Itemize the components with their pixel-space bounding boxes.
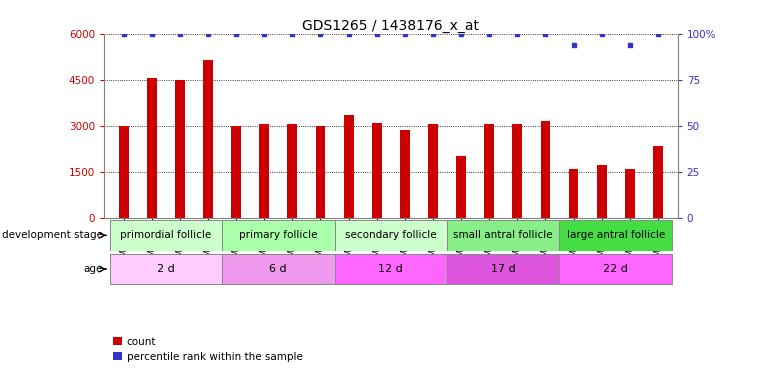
Bar bbox=[512, 124, 522, 218]
Text: 2 d: 2 d bbox=[157, 264, 175, 274]
Bar bbox=[334, 220, 447, 251]
Legend: count, percentile rank within the sample: count, percentile rank within the sample bbox=[109, 333, 307, 366]
Bar bbox=[316, 126, 326, 218]
Text: age: age bbox=[83, 264, 102, 274]
Bar bbox=[203, 60, 213, 217]
Bar bbox=[222, 254, 334, 284]
Text: 22 d: 22 d bbox=[604, 264, 628, 274]
Bar bbox=[231, 126, 241, 218]
Bar bbox=[653, 146, 663, 218]
Bar bbox=[428, 124, 438, 218]
Bar bbox=[484, 124, 494, 218]
Bar bbox=[109, 220, 222, 251]
Bar bbox=[222, 220, 334, 251]
Text: 12 d: 12 d bbox=[378, 264, 403, 274]
Bar bbox=[400, 130, 410, 218]
Bar bbox=[447, 220, 560, 251]
Bar bbox=[334, 254, 447, 284]
Bar bbox=[119, 126, 129, 218]
Bar bbox=[109, 254, 222, 284]
Bar bbox=[456, 156, 466, 218]
Bar bbox=[625, 168, 634, 217]
Bar bbox=[560, 254, 672, 284]
Text: primary follicle: primary follicle bbox=[239, 230, 317, 240]
Text: primordial follicle: primordial follicle bbox=[120, 230, 212, 240]
Bar bbox=[343, 115, 353, 218]
Bar bbox=[259, 124, 270, 218]
Text: secondary follicle: secondary follicle bbox=[345, 230, 437, 240]
Text: small antral follicle: small antral follicle bbox=[454, 230, 553, 240]
Title: GDS1265 / 1438176_x_at: GDS1265 / 1438176_x_at bbox=[303, 19, 479, 33]
Bar bbox=[287, 124, 297, 218]
Bar bbox=[541, 121, 551, 218]
Bar bbox=[597, 165, 607, 218]
Text: 6 d: 6 d bbox=[270, 264, 287, 274]
Text: 17 d: 17 d bbox=[491, 264, 516, 274]
Text: large antral follicle: large antral follicle bbox=[567, 230, 665, 240]
Bar bbox=[568, 168, 578, 217]
Bar bbox=[447, 254, 560, 284]
Bar bbox=[560, 220, 672, 251]
Text: development stage: development stage bbox=[2, 230, 102, 240]
Bar bbox=[372, 123, 382, 218]
Bar bbox=[147, 78, 156, 218]
Bar bbox=[175, 80, 185, 218]
